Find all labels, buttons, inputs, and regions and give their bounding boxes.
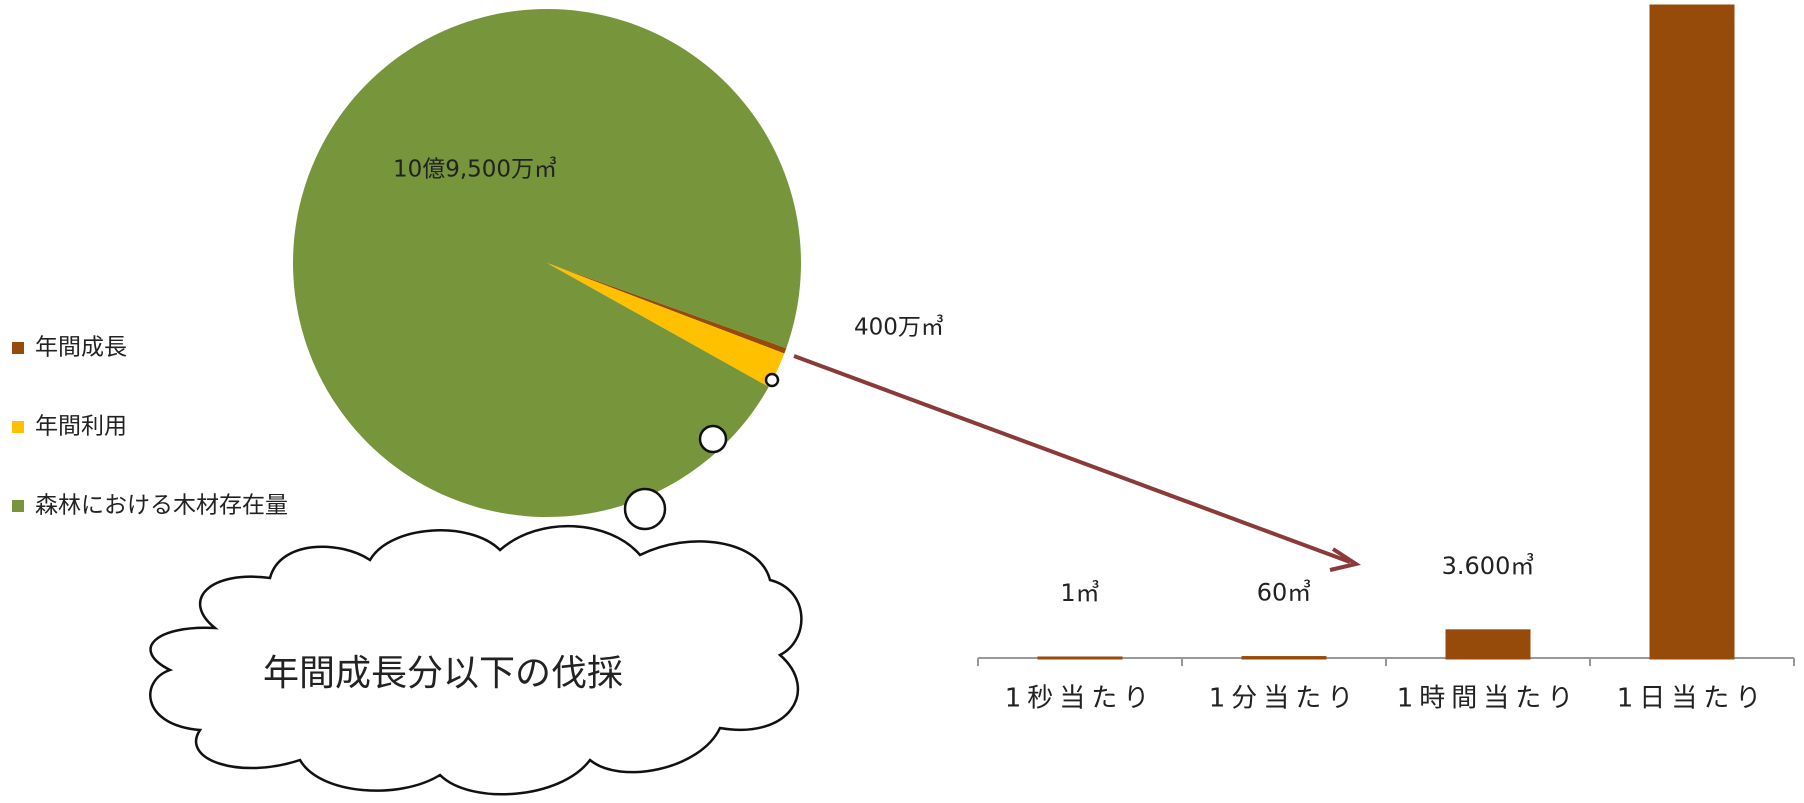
thought-bubbles (149, 372, 803, 796)
value-label: 3.600㎥ (1442, 552, 1535, 580)
legend-swatch (12, 342, 24, 354)
legend-label: 年間利用 (35, 414, 127, 440)
slice-label: 400万㎥ (854, 314, 944, 341)
value-label: 60㎥ (1257, 579, 1312, 607)
cloud-text: 年間成長分以下の伐採 (263, 653, 623, 694)
pie-slice (547, 263, 785, 387)
pie-slice (293, 8, 802, 517)
cloud (149, 525, 803, 796)
legend-label: 年間成長 (35, 335, 127, 361)
bar (1445, 629, 1531, 660)
bubble-medium (698, 424, 728, 454)
x-tick-label: 1日当たり (1617, 684, 1768, 714)
bubble-large (623, 487, 667, 531)
legend-swatch (12, 500, 24, 512)
value-label: 1㎥ (1060, 579, 1099, 607)
legend-swatch (12, 421, 24, 433)
x-tick-label: 1分当たり (1209, 684, 1360, 714)
arrow (793, 354, 1351, 564)
x-tick-label: 1時間当たり (1397, 684, 1580, 714)
legend-label: 森林における木材存在量 (35, 493, 288, 519)
x-tick-label: 1秒当たり (1005, 684, 1156, 714)
pie-slice (547, 263, 787, 354)
pie-chart: 400万㎥年間成長2,600万㎥年間利用10億9,500万㎥森林における木材存在… (12, 8, 944, 519)
bar (1649, 4, 1735, 660)
bar-chart: 1秒当たり 1㎥ 1分当たり 60㎥ 1時間当たり 3.600㎥ 1日当たり (977, 4, 1795, 714)
arrow-head (1329, 547, 1362, 572)
bubble-small (764, 372, 780, 388)
slice-label: 10億9,500万㎥ (393, 156, 557, 183)
